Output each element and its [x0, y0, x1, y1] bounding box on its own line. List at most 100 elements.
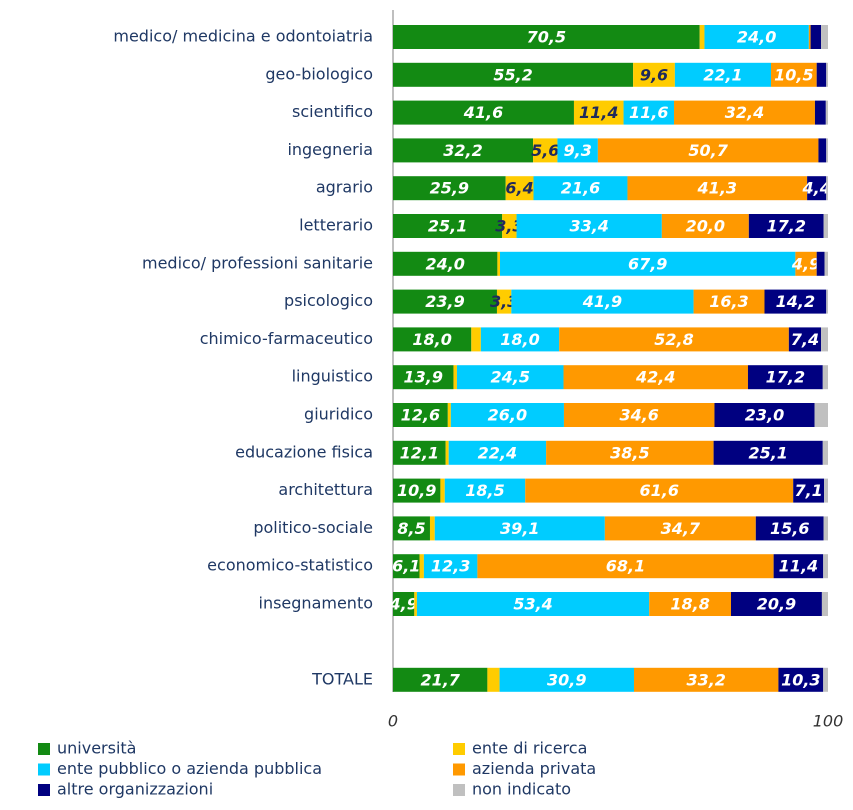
value-label: 21,6 — [561, 179, 600, 198]
bar-segment — [456, 365, 564, 390]
value-label: 34,7 — [661, 519, 701, 538]
value-label: 15,6 — [770, 519, 809, 538]
category-label: scientifico — [292, 102, 373, 121]
bar-segment — [444, 478, 526, 503]
bar-segment — [713, 440, 823, 465]
bar-segment — [633, 62, 675, 87]
bar-segment — [755, 516, 824, 541]
legend-swatch — [453, 743, 465, 755]
category-label: educazione fisica — [235, 442, 373, 461]
bar-segment — [633, 667, 779, 692]
bar-segment — [393, 138, 534, 163]
bar-segment — [477, 554, 774, 579]
value-label: 9,6 — [640, 65, 668, 84]
bar-segment — [393, 440, 446, 465]
bar-segment — [393, 554, 420, 579]
bar-segment — [445, 440, 449, 465]
value-label: 18,8 — [670, 595, 709, 614]
bar-segment — [450, 403, 564, 427]
bar-segment — [499, 667, 634, 692]
value-label: 9,3 — [563, 141, 591, 160]
category-label: TOTALE — [311, 669, 373, 688]
bar-segment — [393, 251, 498, 276]
bar-segment — [773, 554, 824, 579]
bar-segment — [557, 138, 598, 163]
legend-swatch — [38, 763, 50, 776]
bar-segment — [393, 327, 472, 352]
value-label: 3,3 — [495, 217, 523, 236]
value-label: 41,6 — [463, 103, 503, 122]
category-label: giuridico — [304, 405, 373, 424]
bar-segment — [533, 176, 628, 201]
value-label: 26,0 — [488, 406, 527, 425]
bar-segment — [604, 516, 756, 541]
value-label: 5,6 — [531, 141, 559, 160]
bar-segment — [748, 214, 824, 238]
value-label: 55,2 — [493, 65, 532, 84]
value-label: 24,5 — [490, 368, 529, 387]
value-label: 7,1 — [794, 481, 822, 500]
bar-segment — [563, 365, 748, 390]
legend-swatch — [453, 763, 465, 776]
value-label: 25,1 — [748, 443, 787, 462]
bar-segment — [393, 214, 503, 238]
value-label: 20,0 — [686, 217, 725, 236]
value-label: 23,9 — [425, 292, 464, 311]
bar-segment — [416, 592, 650, 616]
bar-segment — [502, 214, 517, 238]
value-label: 32,4 — [725, 103, 764, 122]
bar-segment — [821, 327, 828, 352]
bar-segment — [546, 440, 714, 465]
value-label: 16,3 — [709, 292, 748, 311]
legend-label: università — [57, 739, 136, 758]
bar-segment — [826, 62, 828, 87]
value-label: 6,1 — [392, 557, 420, 576]
legend-label: non indicato — [472, 780, 571, 799]
bar-segment — [818, 138, 827, 163]
category-label: economico-statistico — [207, 556, 373, 575]
bar-segment — [778, 667, 824, 692]
value-label: 10,9 — [397, 481, 436, 500]
value-label: 30,9 — [547, 670, 586, 689]
value-label: 6,4 — [505, 179, 533, 198]
bar-segment — [511, 289, 694, 314]
bar-segment — [825, 100, 828, 125]
bar-segment — [525, 478, 794, 503]
value-label: 34,6 — [619, 406, 658, 425]
value-label: 14,2 — [776, 292, 815, 311]
category-label: geo-biologico — [265, 64, 373, 83]
value-label: 41,9 — [582, 292, 622, 311]
legend-swatch — [38, 784, 50, 796]
value-label: 33,4 — [569, 217, 608, 236]
bar-segment — [423, 554, 478, 579]
bar-segment — [480, 327, 560, 352]
bar-segment — [500, 251, 796, 276]
value-label: 22,1 — [703, 65, 742, 84]
value-label: 20,9 — [757, 595, 796, 614]
bar-segment — [810, 25, 822, 49]
bar-segment — [823, 554, 828, 579]
bar-segment — [808, 25, 811, 49]
legend-label: azienda privata — [472, 759, 596, 778]
value-label: 17,2 — [766, 217, 805, 236]
value-label: 22,4 — [478, 443, 517, 462]
bar-segment — [824, 478, 828, 503]
legend-label: ente pubblico o azienda pubblica — [57, 759, 322, 778]
value-label: 12,1 — [400, 443, 439, 462]
value-label: 41,3 — [697, 179, 737, 198]
bar-segment — [821, 25, 828, 49]
value-label: 68,1 — [606, 557, 645, 576]
bar-segment — [393, 289, 497, 314]
value-label: 18,5 — [465, 481, 504, 500]
bar-segment — [434, 516, 605, 541]
category-label: ingegneria — [287, 140, 373, 159]
bar-segment — [516, 214, 662, 238]
bar-segment — [826, 138, 828, 163]
bar-segment — [393, 667, 488, 692]
bar-segment — [393, 592, 415, 616]
value-label: 25,9 — [430, 179, 469, 198]
bar-segment — [440, 478, 445, 503]
bar-segment — [699, 25, 705, 49]
bar-segment — [788, 327, 822, 352]
value-label: 12,3 — [431, 557, 470, 576]
